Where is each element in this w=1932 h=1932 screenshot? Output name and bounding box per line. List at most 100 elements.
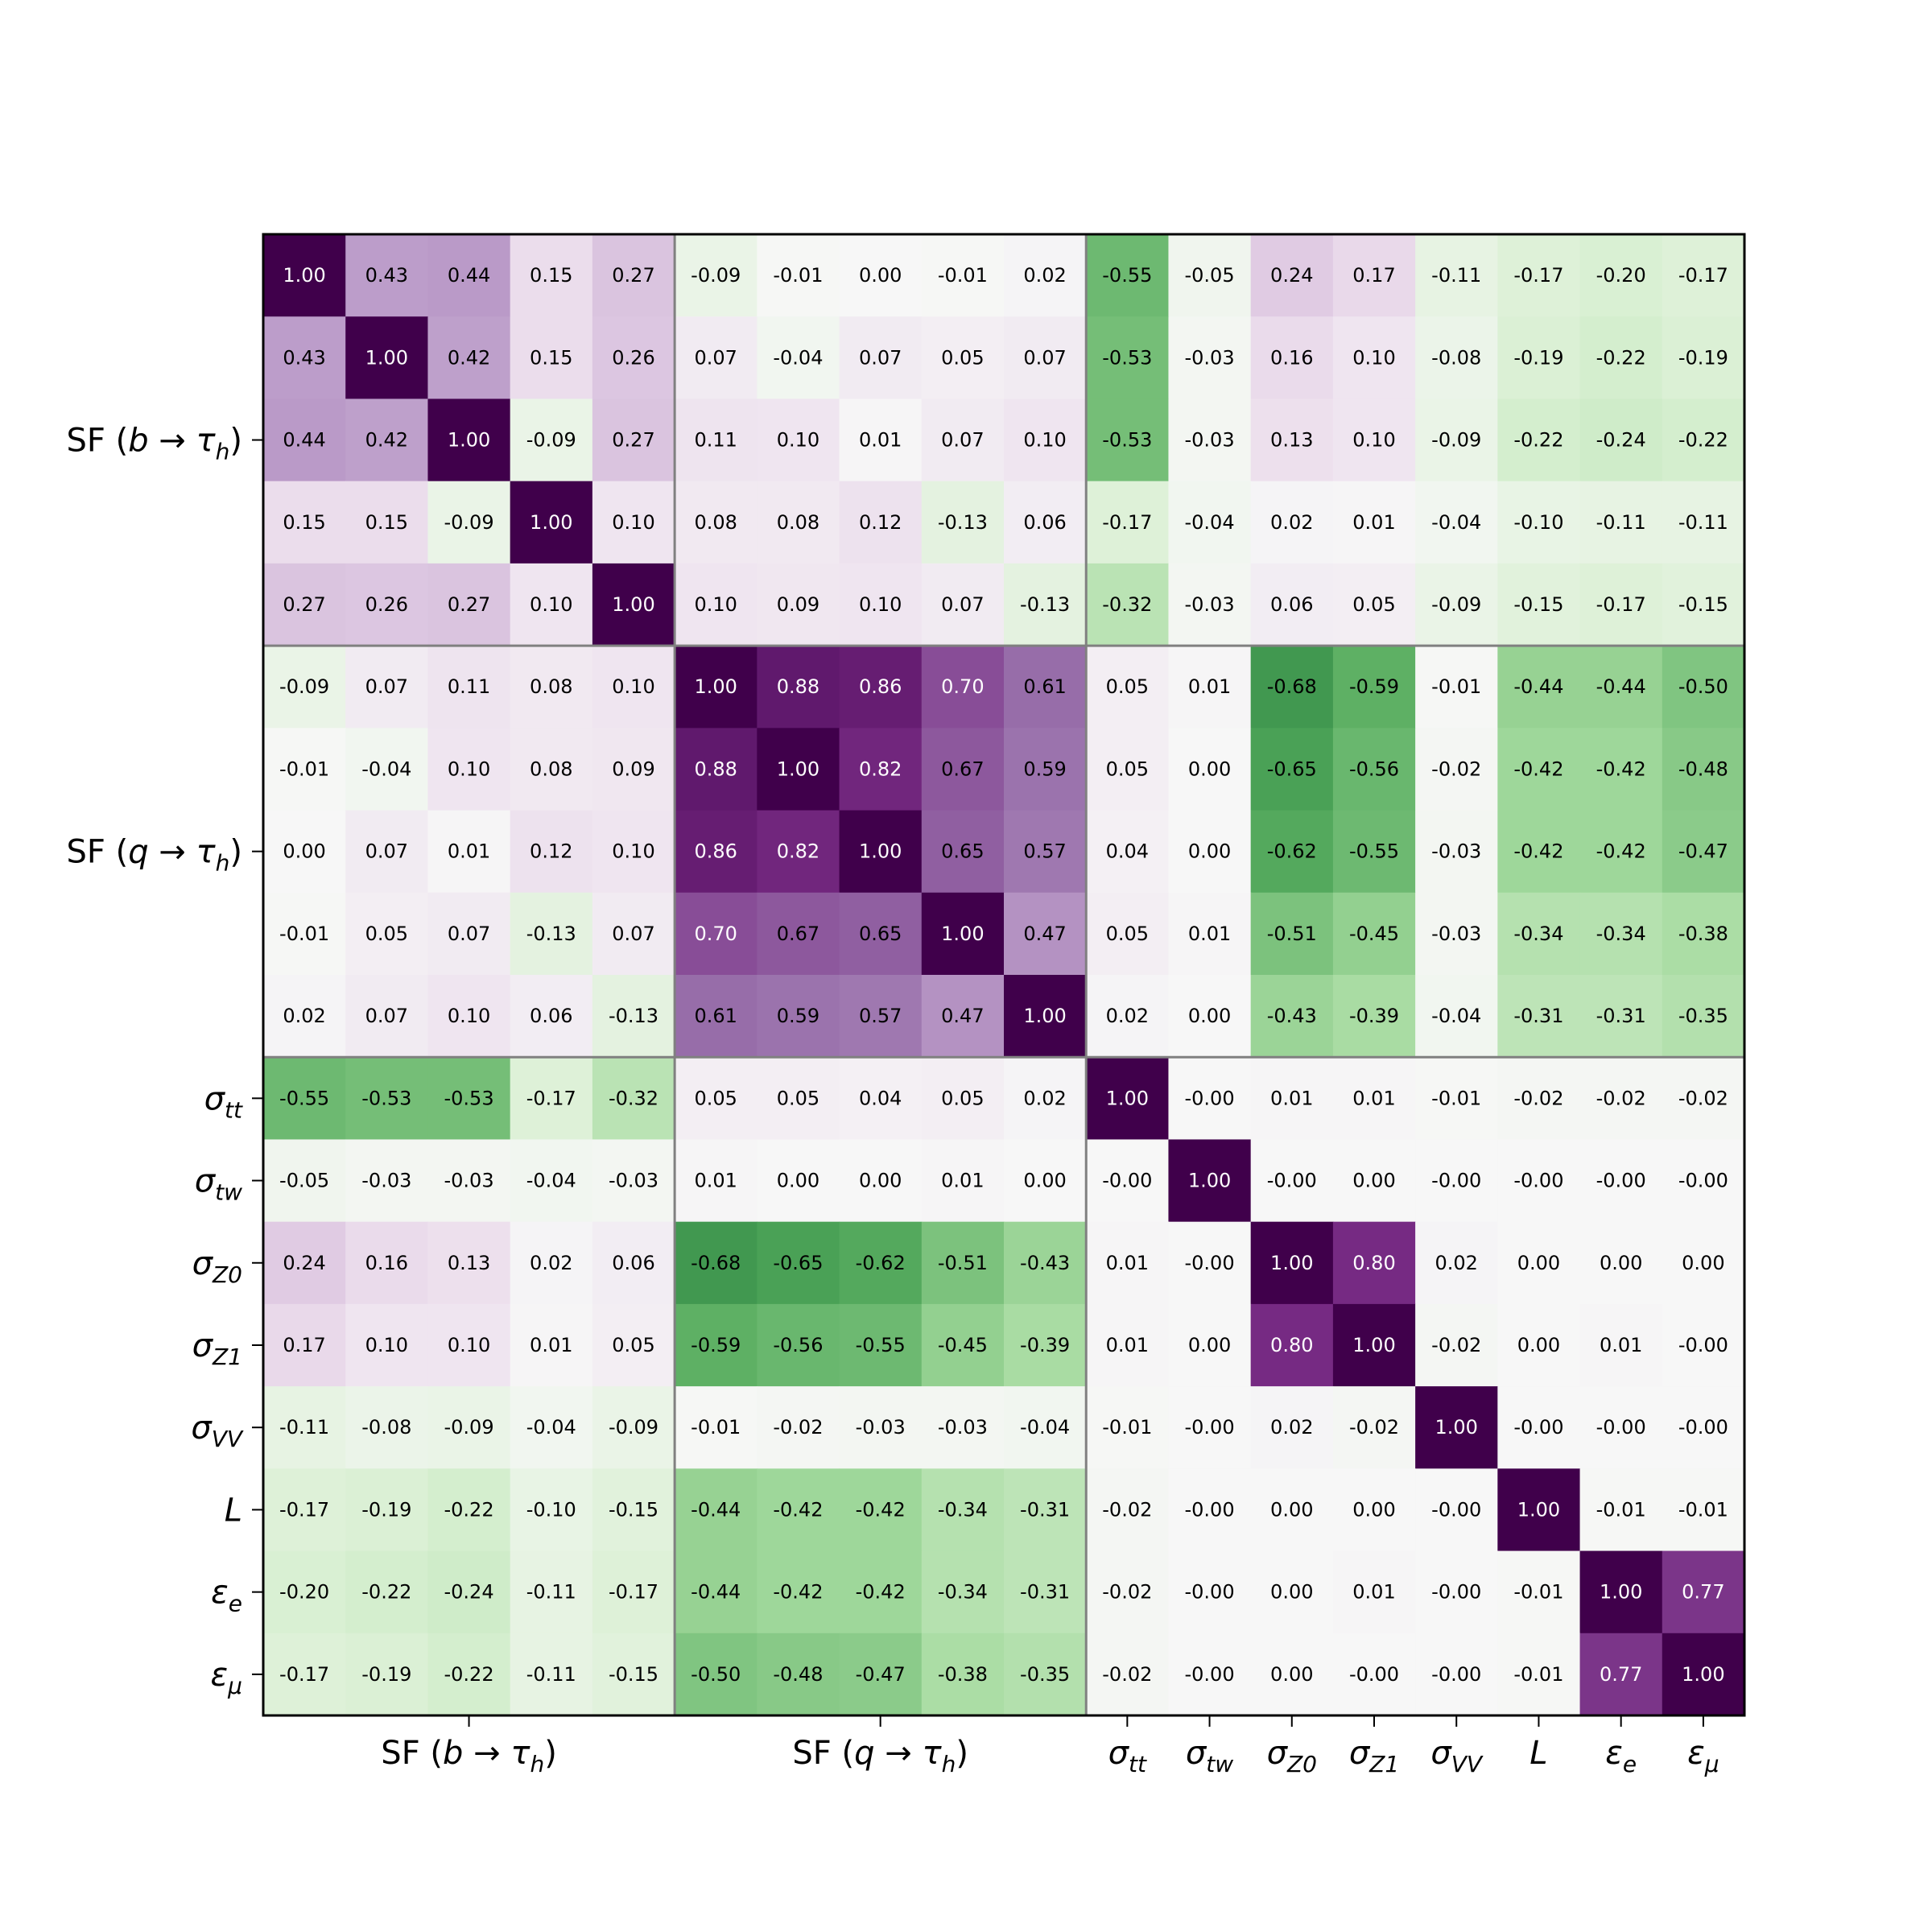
heatmap-cell bbox=[1579, 1057, 1663, 1141]
heatmap-cell bbox=[1004, 1139, 1087, 1223]
heatmap-cell bbox=[1086, 1468, 1170, 1552]
heatmap-cell-label: 0.27 bbox=[283, 593, 325, 616]
heatmap-cell-label: -0.05 bbox=[279, 1170, 329, 1192]
heatmap-cell bbox=[1662, 728, 1745, 811]
heatmap-cell bbox=[345, 563, 429, 646]
heatmap-cell bbox=[345, 1221, 429, 1305]
heatmap-cell bbox=[263, 1303, 346, 1387]
heatmap-cell bbox=[1497, 728, 1581, 811]
y-tick-label: σVV bbox=[191, 1410, 244, 1452]
heatmap-cell bbox=[839, 1221, 923, 1305]
heatmap-cell-label: 0.00 bbox=[1270, 1498, 1313, 1521]
heatmap-cell bbox=[1415, 563, 1498, 646]
heatmap-cell bbox=[1250, 1386, 1334, 1469]
heatmap-cell-label: -0.19 bbox=[1678, 346, 1728, 369]
heatmap-cell-label: -0.00 bbox=[1267, 1170, 1317, 1192]
heatmap-cell-label: -0.42 bbox=[773, 1498, 823, 1521]
heatmap-cell bbox=[1004, 646, 1087, 729]
heatmap-cell-label: 0.06 bbox=[1023, 511, 1066, 534]
heatmap-cell-label: -0.51 bbox=[938, 1252, 988, 1274]
heatmap-cell-label: -0.55 bbox=[1102, 264, 1152, 287]
heatmap-cell bbox=[1004, 810, 1087, 894]
heatmap-cell-label: -0.11 bbox=[526, 1581, 576, 1604]
heatmap-cell bbox=[921, 892, 1005, 976]
heatmap-cell-label: -0.53 bbox=[1102, 429, 1152, 452]
heatmap-cell bbox=[427, 398, 511, 482]
heatmap-cell-label: -0.11 bbox=[1596, 511, 1646, 534]
heatmap-cell-label: -0.17 bbox=[1596, 593, 1646, 616]
heatmap-cell bbox=[757, 1468, 840, 1552]
heatmap-cell bbox=[510, 975, 593, 1058]
heatmap-cell bbox=[510, 1139, 593, 1223]
heatmap-cell bbox=[510, 1468, 593, 1552]
heatmap-cell-label: -0.44 bbox=[1596, 675, 1646, 698]
heatmap-cell bbox=[839, 234, 923, 317]
heatmap-cell bbox=[839, 892, 923, 976]
plot-frame bbox=[262, 233, 1746, 1717]
heatmap-cell-label: 1.00 bbox=[1270, 1252, 1313, 1274]
heatmap-cell bbox=[1662, 975, 1745, 1058]
heatmap-cell bbox=[1250, 975, 1334, 1058]
heatmap-cell-label: 0.10 bbox=[1352, 429, 1395, 452]
heatmap-cell-label: 1.00 bbox=[1188, 1170, 1231, 1192]
heatmap-cell-label: 0.05 bbox=[941, 346, 984, 369]
heatmap-cell bbox=[1415, 234, 1498, 317]
heatmap-cell-label: -0.42 bbox=[856, 1581, 906, 1604]
heatmap-cell bbox=[675, 234, 758, 317]
heatmap-cell-label: -0.42 bbox=[856, 1498, 906, 1521]
heatmap-cell-label: -0.20 bbox=[1596, 264, 1646, 287]
heatmap-cell-label: -0.00 bbox=[1596, 1416, 1646, 1439]
heatmap-cell-label: -0.65 bbox=[1267, 758, 1317, 780]
heatmap-cell bbox=[1579, 810, 1663, 894]
heatmap-cell bbox=[1415, 1303, 1498, 1387]
heatmap-cell bbox=[1497, 975, 1581, 1058]
heatmap-cell bbox=[345, 892, 429, 976]
heatmap-cell-label: 0.07 bbox=[1023, 346, 1066, 369]
heatmap-cell-label: -0.11 bbox=[1431, 264, 1481, 287]
heatmap-cell-labels: 1.00 0.43 0.44 0.15 0.27 -0.09 -0.01 0.00 -0.01 0… bbox=[279, 264, 1728, 1686]
heatmap-cell-label: 0.01 bbox=[1188, 675, 1231, 698]
heatmap-cell-label: 1.00 bbox=[859, 840, 902, 863]
heatmap-cell-label: 0.13 bbox=[448, 1252, 490, 1274]
heatmap-cell bbox=[1332, 646, 1416, 729]
heatmap-cell-label: -0.00 bbox=[1431, 1170, 1481, 1192]
heatmap-cell bbox=[427, 234, 511, 317]
heatmap-cell-label: 0.86 bbox=[859, 675, 902, 698]
heatmap-cell-label: 1.00 bbox=[283, 264, 325, 287]
heatmap-cell bbox=[427, 810, 511, 894]
heatmap-cell-label: 1.00 bbox=[612, 593, 654, 616]
heatmap-cell bbox=[675, 316, 758, 400]
heatmap-cell bbox=[1250, 563, 1334, 646]
heatmap-cell-label: 0.24 bbox=[1270, 264, 1313, 287]
heatmap-cell-label: 0.07 bbox=[941, 593, 984, 616]
heatmap-cell bbox=[1579, 1303, 1663, 1387]
heatmap-cell bbox=[1332, 1468, 1416, 1552]
heatmap-cell bbox=[1497, 646, 1581, 729]
heatmap-cell bbox=[345, 1633, 429, 1716]
heatmap-cell-label: -0.47 bbox=[856, 1663, 906, 1686]
heatmap-cell bbox=[1332, 316, 1416, 400]
heatmap-cell bbox=[1497, 1057, 1581, 1141]
heatmap-cell-label: -0.00 bbox=[1102, 1170, 1152, 1192]
heatmap-cell bbox=[757, 563, 840, 646]
heatmap-cell bbox=[1168, 1221, 1252, 1305]
heatmap-cell bbox=[921, 728, 1005, 811]
heatmap-cell bbox=[1497, 1303, 1581, 1387]
heatmap-cell bbox=[921, 398, 1005, 482]
heatmap-cell-label: -0.04 bbox=[1185, 511, 1235, 534]
heatmap-cell bbox=[839, 481, 923, 564]
heatmap-cell bbox=[263, 316, 346, 400]
heatmap-cell bbox=[1579, 1468, 1663, 1552]
heatmap-cell-label: -0.01 bbox=[691, 1416, 741, 1439]
heatmap-cell bbox=[592, 646, 675, 729]
heatmap-cell-label: 0.01 bbox=[1352, 511, 1395, 534]
heatmap-cell-label: -0.01 bbox=[1431, 1087, 1481, 1109]
heatmap-cell bbox=[263, 481, 346, 564]
heatmap-cell-label: -0.02 bbox=[1102, 1498, 1152, 1521]
heatmap-cell-label: -0.09 bbox=[444, 1416, 494, 1439]
heatmap-cell bbox=[592, 234, 675, 317]
heatmap-cell bbox=[1332, 481, 1416, 564]
heatmap-cell bbox=[921, 1386, 1005, 1469]
heatmap-cell-label: 1.00 bbox=[777, 758, 819, 780]
